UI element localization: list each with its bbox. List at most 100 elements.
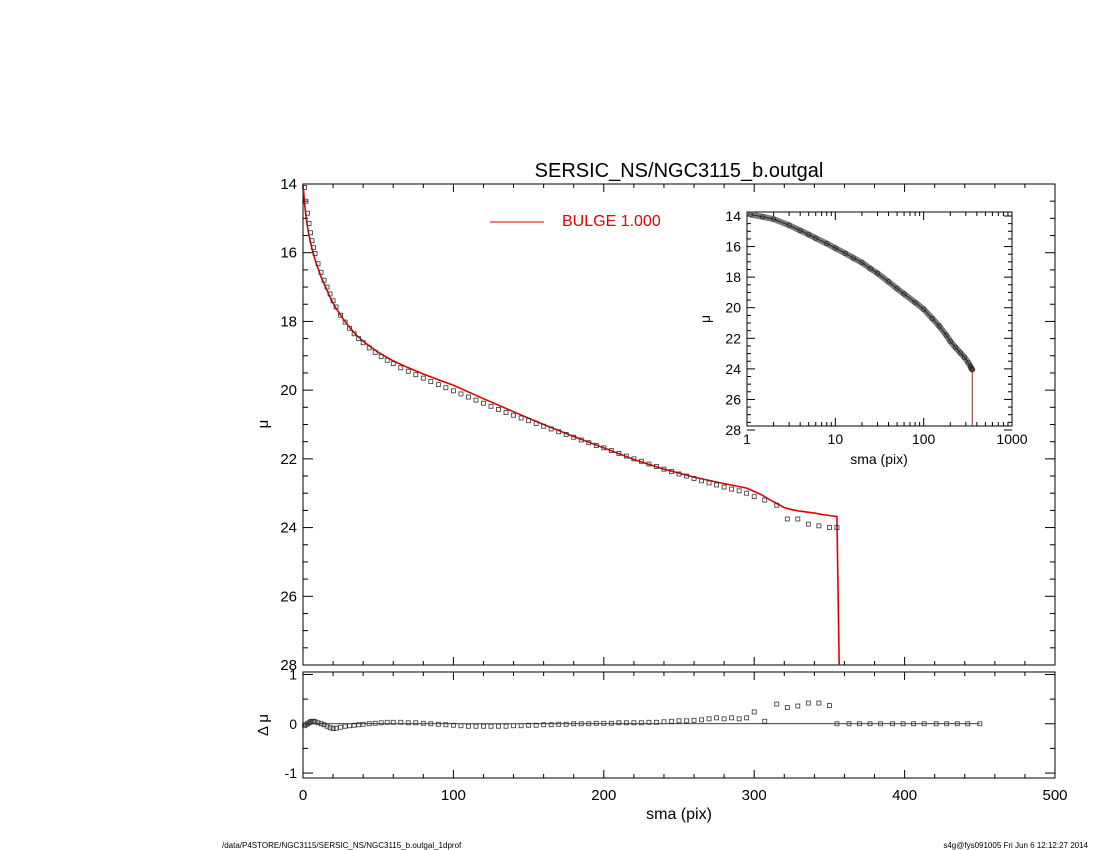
- residual-point: [691, 717, 697, 723]
- residual-series: [302, 700, 983, 732]
- data-point: [458, 391, 464, 397]
- residual-point: [639, 720, 644, 726]
- data-point: [518, 415, 524, 421]
- residual-point: [378, 720, 384, 726]
- residual-x-tick-label: 500: [1042, 787, 1067, 804]
- legend-label-bulge: BULGE 1.000: [562, 213, 661, 230]
- main-y-tick-label: 26: [280, 588, 297, 605]
- residual-point: [413, 720, 419, 726]
- data-point: [435, 382, 441, 388]
- residual-point: [827, 703, 832, 708]
- residual-point: [511, 723, 516, 729]
- data-point: [616, 450, 622, 456]
- data-point: [306, 221, 312, 226]
- inset-x-tick-label: 1: [743, 431, 751, 447]
- residual-point: [435, 721, 441, 727]
- residual-point: [518, 723, 524, 729]
- footer-timestamp: s4g@fys091005 Fri Jun 6 12:12:27 2014: [943, 841, 1088, 850]
- inset-data-point: [953, 344, 959, 351]
- residual-point: [315, 720, 321, 726]
- inset-data-point: [894, 286, 900, 292]
- residual-point: [450, 722, 456, 728]
- inset-data-point: [813, 235, 819, 241]
- residual-y-tick-label: -1: [285, 765, 298, 781]
- inset-data-point: [936, 323, 942, 329]
- residual-point: [571, 721, 577, 727]
- data-point: [413, 372, 419, 378]
- data-point: [305, 210, 310, 216]
- residual-point: [312, 719, 318, 725]
- residual-point: [944, 721, 950, 727]
- inset-x-tick-label: 10: [828, 431, 844, 447]
- residual-point: [699, 717, 704, 723]
- data-point: [330, 298, 336, 304]
- data-point: [333, 304, 339, 310]
- data-point: [384, 357, 390, 363]
- inset-data-point: [786, 222, 792, 228]
- data-point: [428, 379, 434, 384]
- residual-y-axis-label: Δ μ: [255, 714, 272, 736]
- data-point: [714, 482, 719, 488]
- data-point: [706, 480, 712, 486]
- residual-point: [669, 718, 674, 724]
- residual-point: [306, 720, 312, 726]
- data-point: [318, 269, 324, 275]
- data-point: [308, 230, 313, 236]
- data-point: [372, 349, 378, 355]
- residual-point: [347, 723, 353, 729]
- inset-data-point: [929, 315, 935, 321]
- residual-point: [338, 724, 344, 730]
- data-point: [302, 185, 307, 190]
- residual-x-ticks: 0 100 200 300 400 500: [299, 672, 1068, 804]
- main-y-tick-label: 18: [280, 313, 297, 330]
- inset-data-point: [832, 245, 838, 251]
- residual-x-tick-label: 0: [299, 787, 307, 804]
- data-point: [631, 456, 637, 462]
- data-point: [578, 437, 584, 443]
- data-point: [834, 525, 840, 530]
- residual-point: [890, 721, 895, 727]
- data-point: [729, 486, 735, 492]
- legend: BULGE 1.000: [490, 213, 661, 230]
- data-point: [312, 251, 318, 256]
- residual-point: [954, 721, 960, 727]
- residual-point: [473, 723, 479, 729]
- data-point: [571, 434, 577, 440]
- residual-point: [458, 723, 464, 729]
- inset-data-point: [748, 211, 754, 218]
- data-point: [623, 453, 629, 459]
- residual-point: [631, 720, 637, 726]
- residual-point: [488, 723, 494, 729]
- chart-title: SERSIC_NS/NGC3115_b.outgal: [535, 160, 824, 182]
- inset-y-tick-label: 20: [725, 300, 741, 316]
- data-point: [450, 388, 456, 394]
- data-point: [488, 403, 494, 409]
- main-y-tick-label: 22: [280, 451, 297, 468]
- data-point: [784, 516, 790, 522]
- residual-point: [846, 721, 852, 727]
- residual-point: [428, 721, 434, 727]
- data-point: [556, 429, 562, 435]
- residual-point: [308, 719, 313, 725]
- inset-data-point: [947, 338, 953, 344]
- data-point: [481, 400, 486, 406]
- inset-y-tick-label: 26: [725, 391, 741, 407]
- data-point: [526, 418, 531, 424]
- inset-y-tick-label: 28: [725, 422, 741, 438]
- inset-data-point: [901, 291, 907, 297]
- residual-point: [578, 721, 584, 727]
- main-y-tick-label: 24: [280, 520, 297, 537]
- data-point: [390, 361, 396, 367]
- inset-y-tick-label: 18: [725, 269, 741, 285]
- inset-log-panel: 1 10 100 1000 14 16 18 20 22 24 26 28 sma (pix) μ: [697, 208, 1028, 467]
- inset-data-point: [965, 360, 971, 366]
- residual-point: [878, 721, 883, 727]
- inset-x-tick-label: 100: [912, 431, 936, 447]
- data-point: [511, 412, 516, 418]
- residual-point: [372, 720, 378, 726]
- inset-y-tick-label: 24: [725, 361, 741, 377]
- data-point: [816, 523, 822, 529]
- inset-data-point: [943, 332, 949, 338]
- inset-data-point: [921, 306, 927, 312]
- inset-data-point: [961, 354, 968, 360]
